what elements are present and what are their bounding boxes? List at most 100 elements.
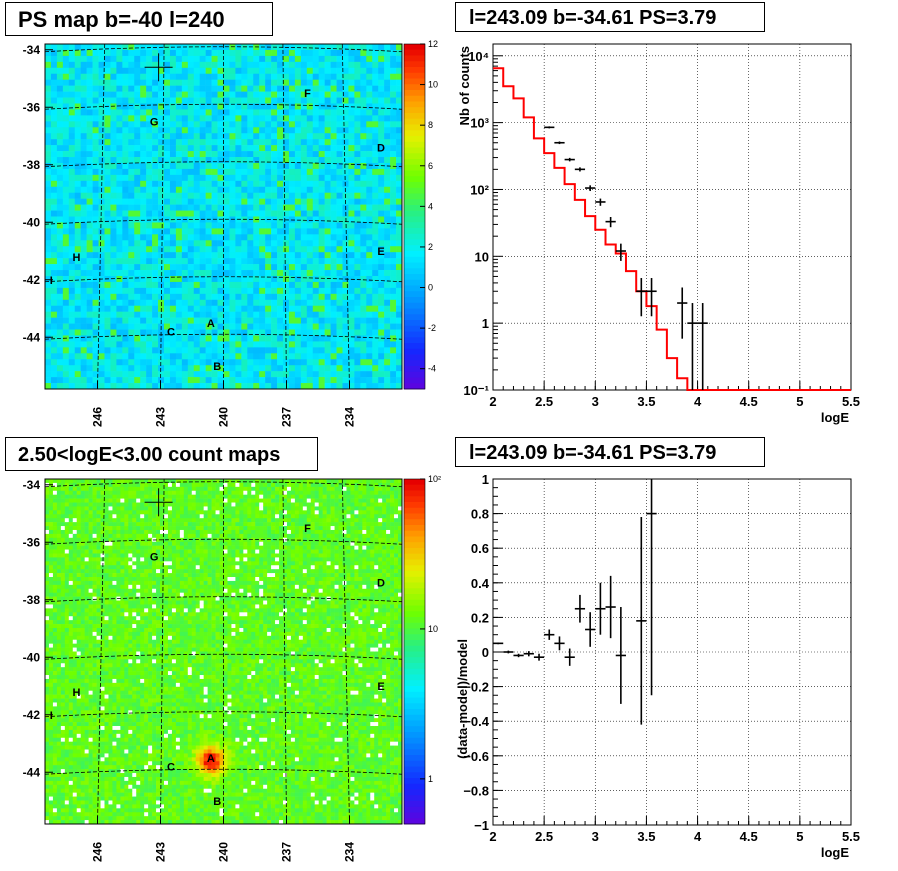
data-point	[564, 157, 575, 162]
source-label-d: D	[377, 578, 385, 590]
y-tick-label: 10²	[470, 182, 489, 197]
count-map-plot[interactable]: -34 -36 -38 -40 -42 -44 246 243 240 237 234 A B C D E F G…	[0, 435, 445, 871]
residual-title: l=243.09 b=-34.61 PS=3.79	[455, 437, 765, 467]
count-map-panel: 2.50<logE<3.00 count maps -34 -36 -38 -40 -4…	[0, 435, 445, 871]
meridian-line	[97, 43, 106, 390]
y-tick-label: -40	[23, 650, 41, 664]
x-tick-label: 240	[217, 407, 231, 427]
y-tick-label: 10	[475, 249, 489, 264]
data-point	[646, 278, 657, 317]
x-tick-label: 3.5	[637, 394, 655, 409]
data-point	[544, 629, 555, 640]
data-point	[697, 303, 708, 390]
meridian-line	[160, 43, 165, 390]
y-tick-label: 0.2	[471, 610, 489, 625]
colorbar-tick-label: 10²	[428, 474, 441, 484]
source-label-h: H	[73, 687, 81, 699]
colorbar-tick-label: 2	[428, 242, 433, 252]
data-point	[636, 278, 647, 317]
model-curve	[493, 67, 851, 391]
source-label-b: B	[213, 361, 221, 373]
ps-map-cells	[45, 44, 403, 390]
colorbar-tick-label: 6	[428, 161, 433, 171]
y-axis-label: (data-model)/model	[455, 639, 470, 759]
x-tick-label: 240	[217, 842, 231, 862]
x-tick-label: 2.5	[535, 829, 553, 844]
data-point	[503, 650, 514, 654]
data-point	[585, 185, 596, 192]
meridian-line	[160, 478, 165, 825]
colorbar-frame	[403, 43, 426, 390]
data-point	[605, 216, 616, 228]
residual-plot[interactable]: 2 2.5 3 3.5 4 4.5 5 5.5 1 0.8 0.6 0.4 0.2 0 −0.2 −0.4 −0…	[445, 435, 898, 871]
x-tick-label: 243	[154, 842, 168, 862]
count-map-cells	[45, 479, 403, 825]
data-point	[677, 287, 688, 339]
source-label-d: D	[377, 143, 385, 155]
x-tick-label: 4	[694, 394, 702, 409]
y-tick-label: -40	[23, 215, 41, 229]
x-tick-label: 5.5	[842, 394, 860, 409]
data-point	[554, 141, 565, 145]
y-tick-label: −0.2	[463, 680, 489, 695]
count-map-title: 2.50<logE<3.00 count maps	[5, 437, 318, 471]
y-tick-label: -36	[23, 535, 41, 549]
source-label-e: E	[377, 681, 384, 693]
x-axis-label: logE	[821, 410, 849, 425]
y-tick-label: −1	[474, 818, 489, 833]
x-axis-label: logE	[821, 845, 849, 860]
colorbar-tick-label: 10	[428, 624, 438, 634]
plot-frame	[492, 43, 852, 391]
data-point	[523, 651, 534, 657]
grid	[493, 44, 851, 390]
source-label-c: C	[167, 327, 175, 339]
x-tick-label: 4.5	[740, 394, 758, 409]
source-label-a: A	[207, 753, 215, 765]
source-label-i: I	[50, 275, 53, 287]
data-point	[636, 517, 647, 725]
x-tick-label: 3	[592, 394, 599, 409]
colorbar-tick-label: -2	[428, 323, 436, 333]
position-marker	[144, 53, 173, 82]
source-label-a: A	[207, 318, 215, 330]
grid	[493, 479, 851, 825]
colorbar-tick-label: 12	[428, 39, 438, 49]
colorbar-tick-label: -4	[428, 364, 436, 374]
spectrum-plot[interactable]: 2 2.5 3 3.5 4 4.5 5 5.5 10⁴ 10³ 10² 10 1 10⁻¹ logE Nb o…	[445, 0, 898, 430]
y-tick-label: -36	[23, 100, 41, 114]
colorbar-tick-label: 0	[428, 283, 433, 293]
ps-map-title: PS map b=-40 l=240	[5, 2, 273, 36]
x-tick-label: 4	[694, 829, 702, 844]
x-tick-label: 237	[280, 842, 294, 862]
source-label-e: E	[377, 246, 384, 258]
x-tick-label: 5.5	[842, 829, 860, 844]
y-tick-label: -42	[23, 273, 41, 287]
data-point	[687, 303, 698, 390]
meridian-line	[97, 478, 106, 825]
x-tick-label: 5	[796, 394, 803, 409]
colorbar	[404, 44, 425, 390]
source-label-i: I	[50, 710, 53, 722]
x-tick-label: 5	[796, 829, 803, 844]
colorbar-tick-label: 1	[428, 774, 433, 784]
data-point	[605, 575, 616, 639]
spectrum-title: l=243.09 b=-34.61 PS=3.79	[455, 2, 765, 32]
y-tick-label: -44	[23, 765, 41, 779]
source-label-g: G	[150, 117, 159, 129]
y-tick-label: 0.6	[471, 541, 489, 556]
colorbar-tick-label: 4	[428, 201, 433, 211]
y-tick-label: 0	[482, 645, 489, 660]
position-marker	[144, 488, 173, 517]
data-point	[564, 648, 575, 666]
x-tick-label: 2.5	[535, 394, 553, 409]
y-tick-label: 1	[482, 472, 489, 487]
x-tick-label: 3	[592, 829, 599, 844]
meridian-line	[282, 43, 287, 390]
y-tick-label: −0.8	[463, 783, 489, 798]
data-point	[615, 607, 626, 704]
x-tick-label: 4.5	[740, 829, 758, 844]
plot-frame	[492, 478, 852, 826]
data-point	[533, 653, 545, 661]
colorbar	[404, 479, 425, 825]
